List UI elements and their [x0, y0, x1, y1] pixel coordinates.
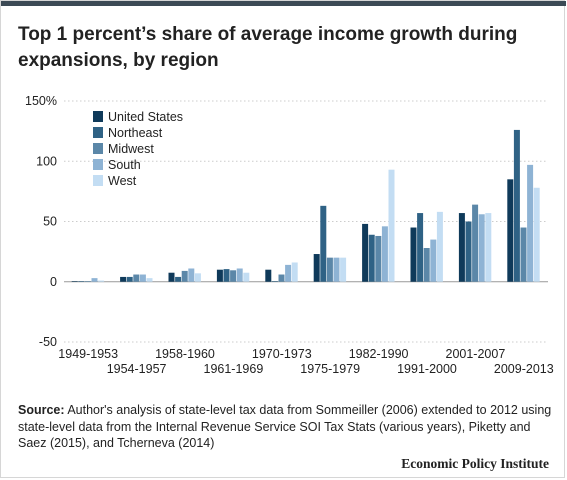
bar-1975-1979-south: [333, 257, 340, 282]
bar-1982-1990-northeast: [368, 234, 375, 282]
bar-1975-1979-united-states: [313, 254, 320, 282]
x-tick-label-1949-1953: 1949-1953: [58, 347, 118, 361]
chart-title: Top 1 percent’s share of average income …: [18, 24, 518, 71]
bar-1954-1957-united-states: [120, 276, 127, 282]
bar-1970-1973-midwest: [278, 274, 285, 282]
bar-1958-1960-south: [188, 268, 195, 282]
bar-1970-1973-northeast: [271, 281, 278, 282]
bar-2001-2007-midwest: [472, 204, 479, 282]
source-note: Source: Author's analysis of state-level…: [18, 402, 553, 452]
x-axis-ticks: 1949-19531954-19571958-19601961-19691970…: [58, 347, 553, 376]
bars: [71, 129, 540, 282]
bar-1961-1969-west: [243, 272, 250, 282]
legend-swatch-united-states: [93, 111, 103, 122]
bar-1991-2000-northeast: [417, 213, 424, 282]
bar-1991-2000-midwest: [423, 248, 430, 282]
legend-label-south: South: [108, 158, 141, 172]
legend-swatch-west: [93, 175, 103, 186]
bar-2001-2007-south: [478, 214, 485, 282]
bar-1958-1960-united-states: [168, 272, 175, 282]
bar-1975-1979-northeast: [320, 205, 327, 282]
legend: United States Northeast Midwest South West: [93, 110, 183, 188]
bar-2009-2013-midwest: [520, 227, 527, 282]
bar-1958-1960-northeast: [175, 276, 182, 282]
legend-label-midwest: Midwest: [108, 142, 154, 156]
legend-swatch-south: [93, 159, 103, 170]
bar-1958-1960-midwest: [181, 270, 188, 282]
x-tick-label-1954-1957: 1954-1957: [107, 362, 167, 376]
x-tick-label-1991-2000: 1991-2000: [397, 362, 457, 376]
bar-1991-2000-united-states: [410, 227, 417, 282]
bar-1961-1969-northeast: [223, 269, 230, 282]
bar-1975-1979-midwest: [326, 257, 333, 282]
bar-1991-2000-south: [430, 239, 437, 282]
legend-label-west: West: [108, 174, 137, 188]
y-tick-label-100: 100: [36, 154, 57, 168]
bar-1949-1953-midwest: [84, 281, 91, 282]
source-label: Source:: [18, 403, 65, 417]
x-tick-label-1958-1960: 1958-1960: [155, 347, 215, 361]
bar-2001-2007-northeast: [465, 221, 472, 282]
bar-chart: -50 0 50 100 150% 1949-19531954-19571958-196…: [25, 94, 554, 376]
bar-1970-1973-west: [291, 262, 298, 282]
y-tick-label-0: 0: [50, 275, 57, 289]
bar-2009-2013-south: [527, 164, 534, 282]
source-text: Author's analysis of state-level tax dat…: [18, 403, 552, 450]
y-tick-label-50: 50: [43, 215, 57, 229]
bar-1970-1973-united-states: [265, 269, 272, 282]
bar-1954-1957-south: [139, 274, 146, 282]
x-tick-label-1975-1979: 1975-1979: [300, 362, 360, 376]
y-tick-label--50: -50: [39, 335, 57, 349]
bar-2001-2007-united-states: [458, 213, 465, 282]
legend-label-northeast: Northeast: [108, 126, 163, 140]
bar-2009-2013-northeast: [513, 129, 520, 282]
bar-1949-1953-northeast: [78, 281, 85, 282]
bar-1970-1973-south: [285, 264, 292, 282]
bar-1954-1957-northeast: [126, 276, 133, 282]
publisher-logo-text: Economic Policy Institute: [401, 456, 549, 471]
bar-1949-1953-south: [91, 278, 98, 282]
bar-1954-1957-midwest: [133, 274, 140, 282]
y-tick-label-150: 150%: [25, 94, 57, 108]
bar-1982-1990-south: [381, 226, 388, 282]
x-tick-label-1982-1990: 1982-1990: [349, 347, 409, 361]
x-tick-label-2001-2007: 2001-2007: [446, 347, 506, 361]
bar-1982-1990-united-states: [362, 223, 369, 282]
legend-label-united-states: United States: [108, 110, 183, 124]
bar-1954-1957-west: [146, 278, 153, 282]
x-tick-label-1961-1969: 1961-1969: [204, 362, 264, 376]
bar-2009-2013-united-states: [507, 179, 514, 282]
x-tick-label-1970-1973: 1970-1973: [252, 347, 312, 361]
bar-1982-1990-midwest: [375, 235, 382, 282]
bar-1982-1990-west: [388, 169, 395, 282]
legend-swatch-northeast: [93, 127, 103, 138]
bar-1961-1969-midwest: [230, 270, 237, 282]
bar-1961-1969-united-states: [216, 269, 223, 282]
bar-1949-1953-west: [98, 280, 105, 282]
bar-1958-1960-west: [194, 273, 201, 282]
x-tick-label-2009-2013: 2009-2013: [494, 362, 554, 376]
bar-2001-2007-west: [485, 213, 492, 282]
bar-2009-2013-west: [533, 187, 540, 282]
legend-swatch-midwest: [93, 143, 103, 154]
bar-1975-1979-west: [340, 257, 347, 282]
top-accent-bar: [1, 1, 566, 6]
bar-1961-1969-south: [236, 268, 243, 282]
bar-1991-2000-west: [436, 211, 443, 282]
bar-1949-1953-united-states: [71, 281, 78, 282]
y-axis-ticks: -50 0 50 100 150%: [25, 94, 57, 349]
